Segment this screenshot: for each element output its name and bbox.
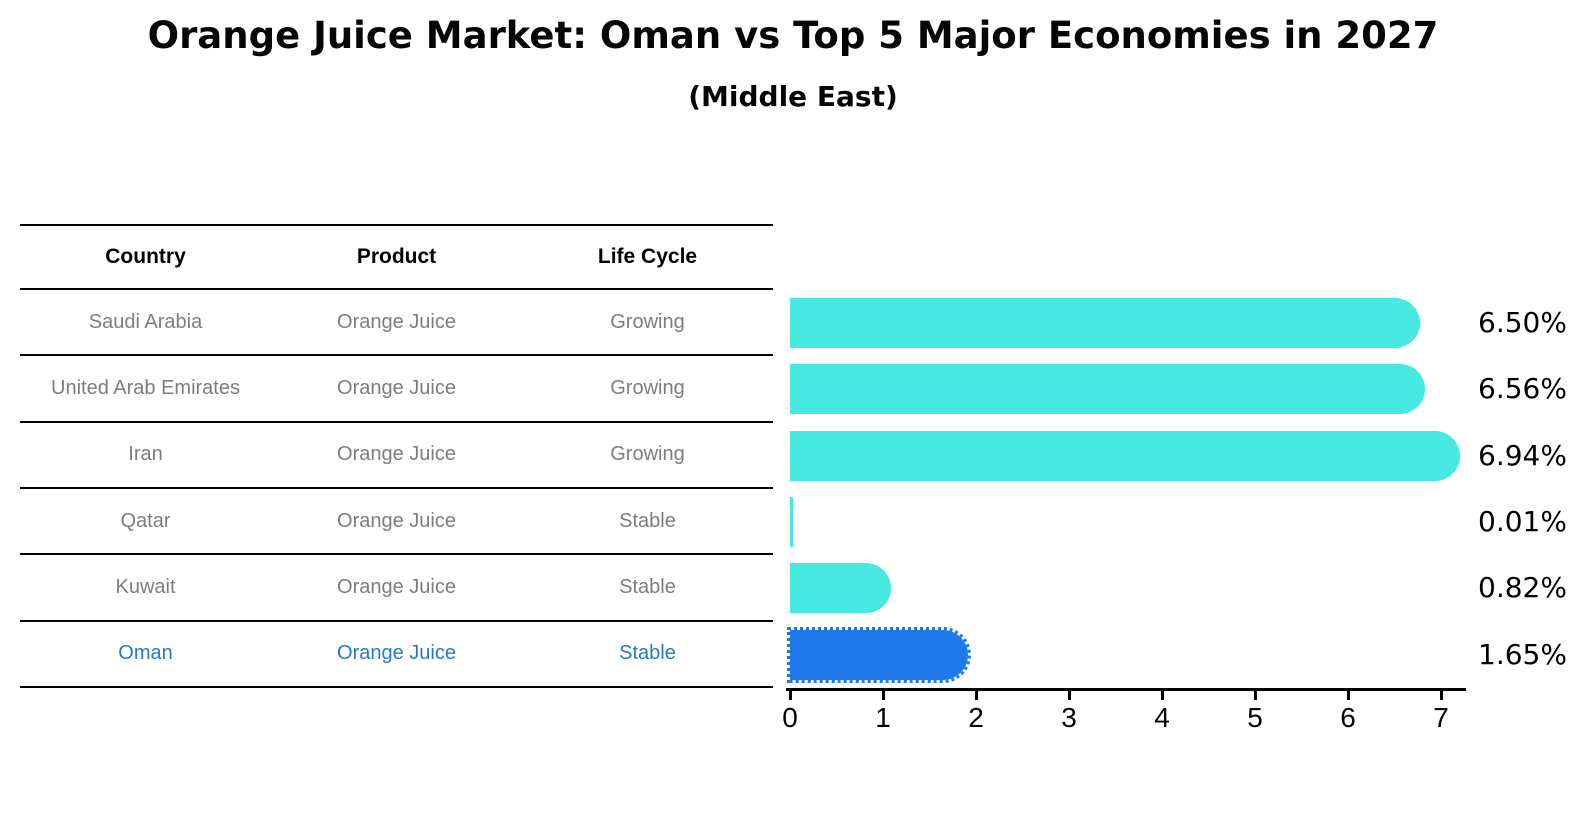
cell-life-cycle: Stable	[619, 642, 676, 665]
bar-kuwait	[790, 563, 892, 614]
cell-product: Orange Juice	[337, 642, 456, 665]
table-header-row: Country Product Life Cycle	[20, 224, 773, 290]
x-tick-label-7: 7	[1433, 702, 1449, 733]
cell-product: Orange Juice	[337, 575, 456, 598]
cell-country: Saudi Arabia	[88, 310, 203, 333]
x-tick-mark-1	[881, 691, 885, 700]
table-header-product: Product	[356, 245, 437, 268]
cell-life-cycle: Growing	[610, 443, 685, 466]
cell-product: Orange Juice	[337, 443, 456, 466]
value-label-kuwait: 0.82%	[1478, 571, 1567, 605]
value-label-united-arab-emirates: 6.56%	[1478, 372, 1567, 406]
cell-product: Orange Juice	[337, 310, 456, 333]
x-tick-label-2: 2	[968, 702, 984, 733]
table-row-united-arab-emirates: United Arab Emirates Orange Juice Growing	[20, 356, 773, 423]
cell-country: Qatar	[120, 509, 171, 532]
country-table: Country Product Life Cycle Saudi Arabia O…	[20, 224, 773, 688]
chart-subtitle: (Middle East)	[688, 80, 898, 113]
cell-product: Orange Juice	[337, 509, 456, 532]
cell-country: Oman	[118, 642, 173, 665]
x-tick-mark-2	[974, 691, 978, 700]
cell-life-cycle: Growing	[610, 376, 685, 399]
x-axis-line	[786, 688, 1466, 691]
cell-life-cycle: Stable	[619, 575, 676, 598]
table-row-oman: Oman Orange Juice Stable	[20, 622, 773, 688]
table-row-saudi-arabia: Saudi Arabia Orange Juice Growing	[20, 290, 773, 357]
table-row-iran: Iran Orange Juice Growing	[20, 423, 773, 489]
x-tick-mark-7	[1439, 691, 1443, 700]
cell-country: Iran	[128, 443, 163, 466]
bar-qatar	[790, 497, 793, 548]
table-header-country: Country	[105, 245, 186, 268]
table-row-kuwait: Kuwait Orange Juice Stable	[20, 555, 773, 622]
x-tick-mark-3	[1067, 691, 1071, 700]
x-tick-label-3: 3	[1061, 702, 1077, 733]
table-body: Saudi Arabia Orange Juice Growing United Ar…	[20, 290, 773, 688]
bar-oman	[786, 626, 972, 683]
x-tick-label-6: 6	[1340, 702, 1356, 733]
x-tick-label-1: 1	[875, 702, 891, 733]
value-label-iran: 6.94%	[1478, 438, 1567, 472]
cell-product: Orange Juice	[337, 376, 456, 399]
value-label-saudi-arabia: 6.50%	[1478, 306, 1567, 340]
bar-united-arab-emirates	[790, 364, 1426, 415]
table-header-life-cycle: Life Cycle	[597, 245, 698, 268]
x-tick-mark-4	[1160, 691, 1164, 700]
chart-title: Orange Juice Market: Oman vs Top 5 Major…	[147, 14, 1439, 57]
x-tick-label-5: 5	[1247, 702, 1263, 733]
x-tick-label-0: 0	[782, 702, 798, 733]
x-tick-label-4: 4	[1154, 702, 1170, 733]
cell-country: United Arab Emirates	[51, 376, 240, 399]
bar-saudi-arabia	[790, 298, 1420, 349]
value-label-qatar: 0.01%	[1478, 505, 1567, 539]
value-label-oman: 1.65%	[1478, 637, 1567, 671]
bar-iran	[790, 430, 1461, 481]
x-tick-mark-5	[1253, 691, 1257, 700]
x-tick-mark-0	[788, 691, 792, 700]
cell-life-cycle: Growing	[610, 310, 685, 333]
table-row-qatar: Qatar Orange Juice Stable	[20, 489, 773, 556]
cell-country: Kuwait	[115, 575, 176, 598]
x-tick-mark-6	[1346, 691, 1350, 700]
cell-life-cycle: Stable	[619, 509, 676, 532]
